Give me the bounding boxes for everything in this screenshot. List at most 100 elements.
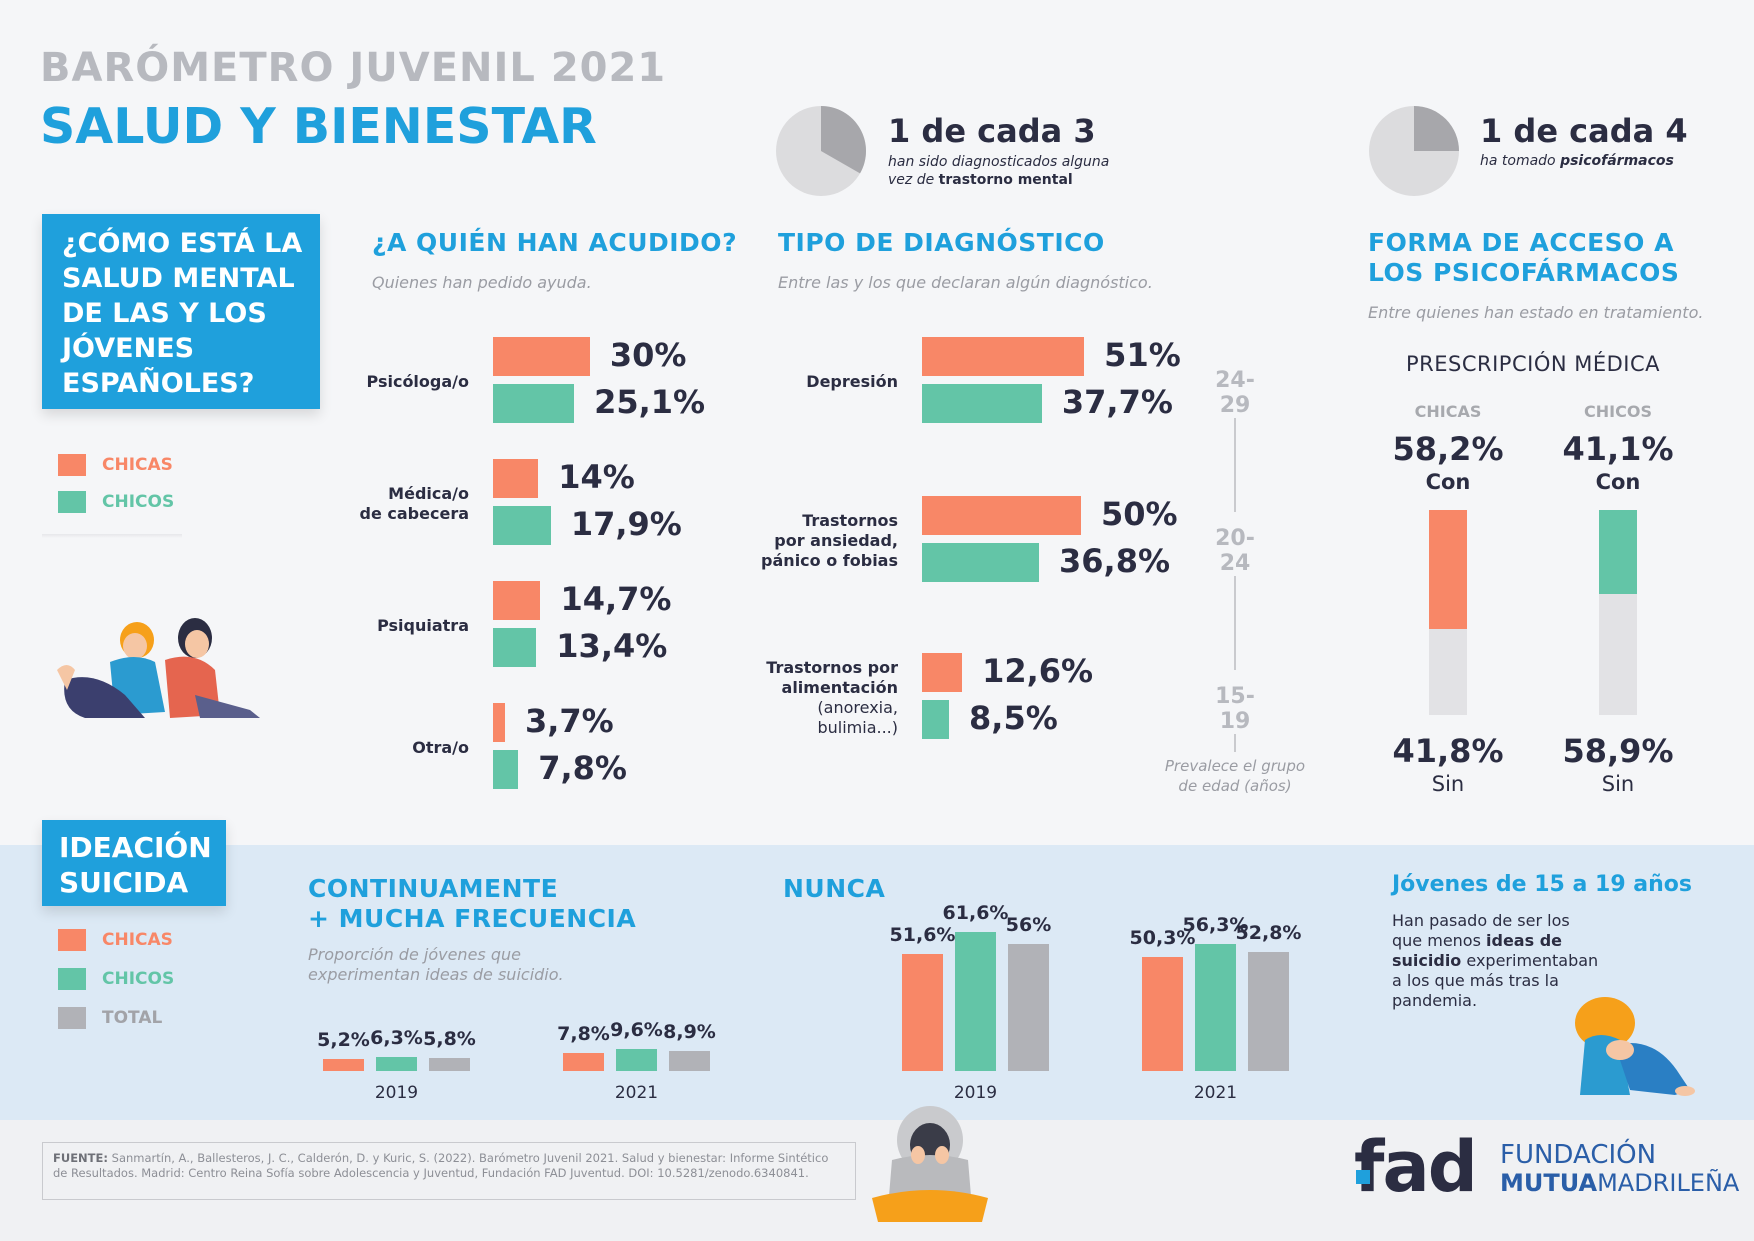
category-label-line: Psicóloga/o xyxy=(366,372,470,391)
bar-chicas xyxy=(493,581,541,620)
legend-label-total: TOTAL xyxy=(102,1008,163,1028)
side-line5: pandemia. xyxy=(1392,991,1478,1010)
age-note-line1: Prevalece el grupo xyxy=(1164,757,1306,775)
bar-chicas xyxy=(323,1059,364,1071)
category-label-line: Trastornos por xyxy=(766,658,898,677)
question-text: ¿CÓMO ESTÁ LA SALUD MENTAL DE LAS Y LOS … xyxy=(62,228,303,399)
value-label: 8,5% xyxy=(969,699,1058,737)
value-label: 7,8% xyxy=(538,749,627,787)
value-label: 12,6% xyxy=(982,652,1094,690)
page-title: SALUD Y BIENESTAR xyxy=(40,98,597,155)
quien-subtitle: Quienes han pedido ayuda. xyxy=(372,273,592,292)
source-line2: de Resultados. Madrid: Centro Reina Sofí… xyxy=(53,1166,809,1180)
bar-chicos xyxy=(493,750,519,789)
legend-swatch-chicos xyxy=(58,968,86,990)
stat1-text: han sido diagnosticados alguna vez de tr… xyxy=(888,153,1109,189)
legend-label-chicas: CHICAS xyxy=(102,455,173,475)
hoodie-person-illustration-icon xyxy=(872,1106,988,1222)
bar-chicos xyxy=(955,931,996,1071)
category-label: Psiquiatra xyxy=(249,616,469,636)
fundacion-logo-line1: FUNDACIÓN xyxy=(1500,1140,1657,1170)
legend-bottom: CHICAS CHICOS TOTAL xyxy=(58,929,174,1029)
fundacion-logo-mutua: MUTUA xyxy=(1500,1169,1598,1197)
side-line4: a los que más tras la xyxy=(1392,971,1559,990)
bar-sin xyxy=(1429,629,1467,715)
bar-chicas xyxy=(493,459,539,498)
bar-chicas xyxy=(922,653,963,692)
stat1-big: 1 de cada 3 xyxy=(888,112,1096,150)
forma-subtitle: Entre quienes han estado en tratamiento. xyxy=(1368,303,1704,322)
category-label-line: pánico o fobias xyxy=(761,551,898,570)
value-label-con: 58,2% xyxy=(1392,430,1504,468)
presc-category-label: CHICOS xyxy=(1584,402,1652,421)
value-label: 51,6% xyxy=(889,924,956,947)
stat1-line2-bold: trastorno mental xyxy=(938,172,1073,188)
legend-swatch-chicas xyxy=(58,929,86,951)
age-note-line2: de edad (años) xyxy=(1178,777,1292,795)
legend-swatch-chicos xyxy=(58,491,86,513)
age-label-24-29: 24-29 xyxy=(1200,368,1270,418)
legend-shadow xyxy=(42,534,182,538)
fad-logo: fad xyxy=(1354,1126,1478,1208)
category-label-line: de cabecera xyxy=(359,504,469,523)
category-label-line: alimentación xyxy=(781,678,898,697)
cont-title: CONTINUAMENTE + MUCHA FRECUENCIA xyxy=(308,874,636,934)
value-label: 3,7% xyxy=(524,702,614,740)
bar-total xyxy=(669,1050,710,1071)
bar-chicos xyxy=(922,700,950,739)
source-box: FUENTE: Sanmartín, A., Ballesteros, J. C… xyxy=(42,1142,856,1200)
value-label: 13,4% xyxy=(556,627,668,665)
value-label: 5,8% xyxy=(423,1027,476,1050)
value-label: 36,8% xyxy=(1059,542,1171,580)
bar-chicos xyxy=(922,543,1040,582)
legend-item-total: TOTAL xyxy=(58,1007,174,1029)
source-label: FUENTE: xyxy=(53,1151,108,1165)
series-label-sin: Sin xyxy=(1431,772,1465,796)
category-label: Depresión xyxy=(678,372,898,392)
age-axis-line xyxy=(1234,402,1236,512)
year-label: 2021 xyxy=(614,1083,659,1103)
category-label-line: Médica/o xyxy=(388,484,469,503)
ideacion-box-text: IDEACIÓN SUICIDA xyxy=(42,820,226,900)
pie-slice xyxy=(1414,106,1459,151)
side-line1: Han pasado de ser los xyxy=(1392,911,1570,930)
category-label: Otra/o xyxy=(249,738,469,758)
value-label: 52,8% xyxy=(1235,921,1302,944)
value-label: 7,8% xyxy=(557,1023,610,1046)
value-label: 30% xyxy=(609,336,687,374)
age-axis-line xyxy=(1234,718,1236,752)
bar-total xyxy=(1008,944,1049,1071)
bar-chicas xyxy=(563,1053,604,1071)
value-label-sin: 41,8% xyxy=(1392,732,1504,770)
bar-chicos xyxy=(922,384,1042,423)
bar-chicos xyxy=(376,1056,417,1071)
value-label: 56% xyxy=(1005,914,1052,937)
sad-girl-illustration-icon xyxy=(1575,997,1695,1096)
category-label: Médica/o de cabecera xyxy=(249,484,469,524)
value-label: 5,2% xyxy=(317,1029,370,1052)
value-label: 56,3% xyxy=(1182,913,1249,936)
series-label-con: Con xyxy=(1595,470,1641,494)
legend-swatch-total xyxy=(58,1007,86,1029)
value-label: 17,9% xyxy=(570,505,682,543)
ideacion-box: IDEACIÓN SUICIDA xyxy=(42,820,226,906)
value-label: 8,9% xyxy=(663,1020,716,1043)
bar-chicas xyxy=(922,337,1085,376)
bar-chicos xyxy=(493,506,551,545)
ideacion-box-line1: IDEACIÓN xyxy=(59,831,212,864)
side-line3: suicidio experimentaban xyxy=(1392,951,1598,971)
bar-total xyxy=(1248,951,1289,1071)
series-label-con: Con xyxy=(1425,470,1471,494)
bar-total xyxy=(429,1057,470,1071)
age-axis-line xyxy=(1234,560,1236,670)
forma-title-line2: LOS PSICOFÁRMACOS xyxy=(1368,258,1680,287)
diag-subtitle: Entre las y los que declaran algún diagn… xyxy=(778,273,1153,292)
cont-subtitle-line2: experimentan ideas de suicidio. xyxy=(308,965,564,984)
bar-con xyxy=(1599,510,1637,595)
fad-logo-mark xyxy=(1356,1170,1370,1184)
legend-top: CHICAS CHICOS xyxy=(58,454,174,513)
fundacion-logo-madrilena: MADRILEÑA xyxy=(1597,1169,1740,1197)
stat2-bold: psicofármacos xyxy=(1560,153,1674,169)
pie-slice xyxy=(821,106,866,174)
value-label-con: 41,1% xyxy=(1562,430,1674,468)
